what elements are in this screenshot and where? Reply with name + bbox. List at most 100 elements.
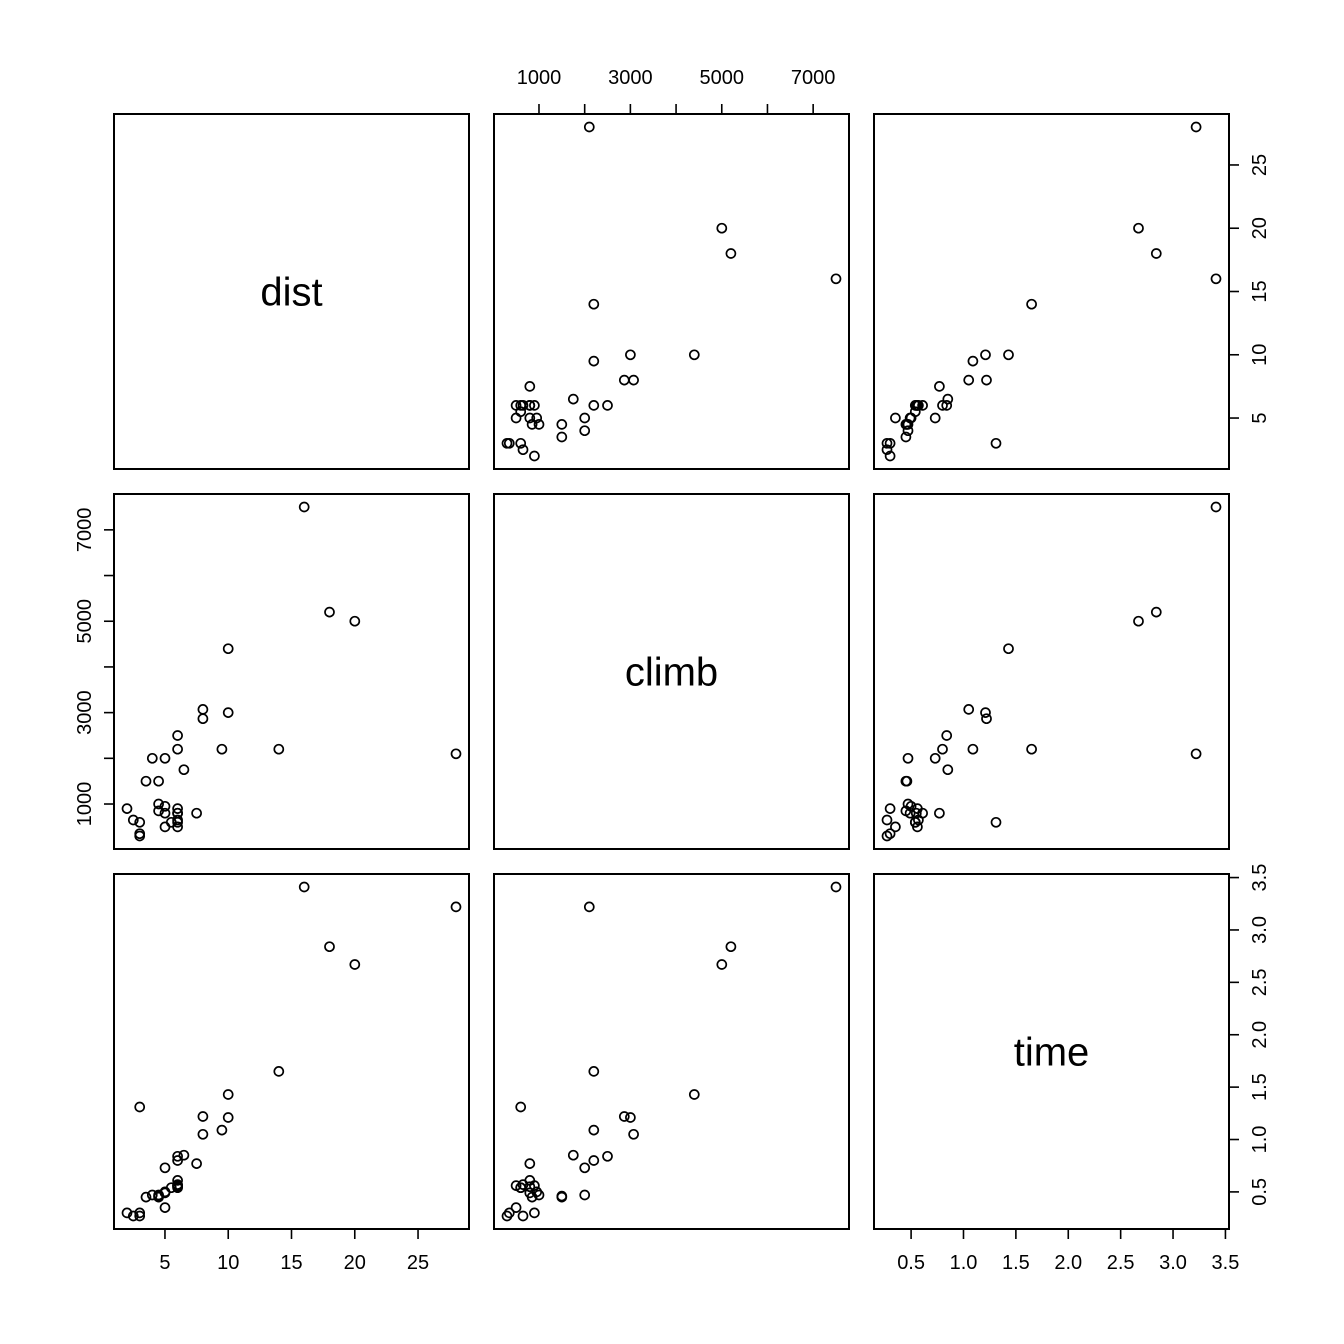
point-dist-time-1 [941, 400, 953, 411]
point-dist-time-30 [1003, 349, 1014, 361]
point-time-dist-3 [191, 1158, 202, 1169]
point-dist-climb-30 [688, 349, 700, 361]
point-time-dist-24 [134, 1101, 146, 1113]
point-dist-time-25 [902, 425, 914, 437]
point-climb-dist-32 [324, 606, 335, 618]
point-dist-climb-6 [830, 273, 842, 285]
point-time-dist-7 [172, 1175, 183, 1186]
point-time-climb-17 [503, 1207, 515, 1219]
point-time-climb-30 [688, 1089, 700, 1100]
point-climb-time-11 [929, 752, 941, 764]
tick-label-dist-15: 15 [1249, 280, 1271, 302]
tick-label-dist-5: 5 [159, 1252, 170, 1274]
point-climb-dist-29 [159, 821, 171, 833]
point-dist-time-16 [1026, 298, 1037, 310]
tick-label-climb-7000: 7000 [791, 67, 836, 89]
point-dist-time-29 [890, 412, 901, 424]
point-dist-climb-32 [725, 248, 737, 259]
points-time-vs-dist [121, 881, 462, 1222]
point-time-dist-6 [298, 881, 310, 893]
point-climb-time-32 [1150, 606, 1162, 618]
point-climb-dist-21 [140, 775, 152, 787]
point-dist-time-17 [884, 437, 896, 449]
point-time-dist-11 [159, 1162, 171, 1174]
points-climb-vs-time [881, 501, 1222, 842]
point-time-climb-16 [588, 1066, 600, 1077]
point-climb-dist-0 [127, 814, 139, 826]
tick-label-time-1.5: 1.5 [1002, 1252, 1030, 1274]
point-climb-dist-4 [197, 704, 209, 715]
point-dist-climb-25 [579, 425, 591, 437]
point-dist-time-10 [1190, 121, 1202, 133]
tick-label-climb-3000: 3000 [74, 690, 96, 735]
point-climb-dist-23 [121, 803, 133, 814]
panels-layer: dist climb time [113, 113, 1230, 1230]
axis-time-bottom: 0.5 1.0 1.5 2.0 2.5 3.0 3.5 [897, 1228, 1240, 1274]
point-dist-time-34 [1133, 222, 1144, 234]
point-dist-climb-34 [716, 222, 728, 234]
point-dist-climb-2 [529, 400, 540, 411]
point-climb-time-20 [881, 830, 893, 842]
point-time-dist-34 [349, 959, 361, 970]
point-dist-time-23 [884, 450, 896, 462]
panel-dist-vs-dist [113, 113, 470, 470]
point-climb-dist-20 [134, 830, 146, 842]
point-dist-climb-3 [524, 381, 536, 392]
tick-label-climb-3000: 3000 [608, 67, 653, 89]
point-dist-time-27 [905, 412, 917, 424]
point-climb-time-12 [967, 743, 979, 755]
point-dist-time-7 [917, 400, 928, 411]
point-time-dist-4 [197, 1128, 209, 1140]
point-climb-time-9 [913, 814, 924, 826]
point-climb-dist-22 [172, 743, 183, 755]
point-time-climb-29 [510, 1202, 522, 1213]
point-dist-time-24 [990, 437, 1002, 449]
point-dist-time-12 [967, 355, 979, 367]
point-time-climb-28 [567, 1149, 579, 1161]
point-climb-time-15 [980, 707, 991, 718]
point-time-climb-34 [716, 959, 728, 970]
tick-label-time-3.5: 3.5 [1212, 1252, 1240, 1274]
tick-label-dist-10: 10 [1249, 344, 1271, 366]
point-time-climb-18 [533, 1189, 545, 1201]
point-dist-time-33 [900, 419, 912, 430]
point-climb-dist-8 [159, 807, 171, 819]
point-time-climb-4 [628, 1128, 639, 1140]
tick-label-time-2: 2.0 [1249, 1021, 1271, 1049]
point-climb-time-5 [981, 713, 992, 725]
point-time-dist-30 [222, 1089, 234, 1100]
tick-label-time-2.5: 2.5 [1249, 968, 1271, 996]
tick-label-time-3.5: 3.5 [1249, 864, 1271, 892]
point-climb-dist-31 [172, 816, 183, 828]
points-dist-vs-time [881, 121, 1222, 462]
panel-dist-vs-time [873, 113, 1230, 470]
tick-label-dist-20: 20 [344, 1252, 366, 1274]
point-time-dist-5 [197, 1111, 209, 1122]
point-dist-climb-11 [579, 412, 591, 424]
tick-label-dist-5: 5 [1249, 412, 1271, 423]
point-time-dist-22 [172, 1155, 183, 1166]
point-climb-time-24 [990, 816, 1002, 828]
point-time-dist-23 [121, 1207, 133, 1219]
point-time-dist-16 [273, 1066, 285, 1077]
point-climb-time-28 [942, 764, 954, 776]
tick-label-climb-1000: 1000 [74, 782, 96, 827]
point-dist-climb-22 [588, 400, 600, 411]
tick-label-climb-5000: 5000 [74, 599, 96, 644]
diagonal-label-dist: dist [260, 271, 322, 315]
point-time-climb-0 [517, 1210, 529, 1222]
point-climb-dist-2 [172, 803, 183, 814]
point-dist-climb-29 [510, 412, 522, 424]
point-dist-time-5 [981, 374, 992, 386]
tick-label-time-3: 3.0 [1249, 916, 1271, 944]
point-climb-dist-18 [153, 798, 164, 810]
tick-label-time-0.5: 0.5 [1249, 1178, 1271, 1206]
point-time-dist-21 [140, 1191, 152, 1203]
points-dist-vs-climb [501, 121, 842, 462]
point-time-dist-31 [172, 1182, 183, 1194]
point-climb-dist-1 [172, 730, 183, 741]
point-climb-time-23 [884, 803, 896, 814]
point-time-climb-32 [725, 941, 737, 953]
point-climb-dist-16 [273, 743, 285, 755]
point-time-climb-31 [515, 1182, 527, 1194]
